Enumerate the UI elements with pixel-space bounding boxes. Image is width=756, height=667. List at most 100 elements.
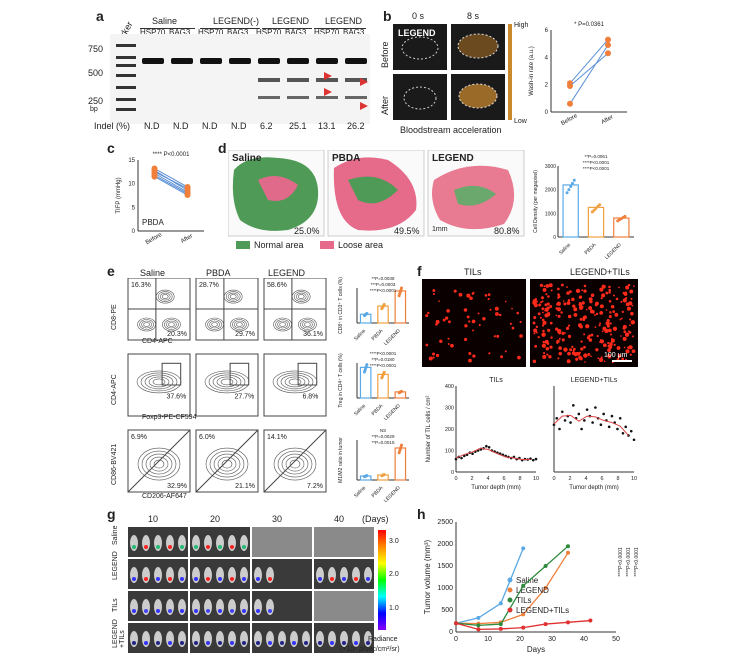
f2-point-17 xyxy=(599,423,603,426)
signal-1-3-3 xyxy=(354,577,358,581)
contour-1-0 xyxy=(211,322,218,327)
signal-1-3-4 xyxy=(366,577,370,581)
d-pct-legend: 80.8% xyxy=(494,226,520,236)
til-dot-r-114 xyxy=(601,330,604,333)
signal-0-0-1 xyxy=(144,545,148,549)
xtick-1: PBDA xyxy=(371,485,385,499)
f2-point-11 xyxy=(583,419,586,422)
series-2-point-1 xyxy=(476,623,481,628)
f1-ytick-2: 200 xyxy=(445,427,454,433)
f-scale: 100 μm xyxy=(604,352,628,359)
til-dot-l-43 xyxy=(438,300,440,302)
g-scale-unit: (×10⁸ p/sec/cm²/sr) xyxy=(340,646,400,653)
til-dot-l-54 xyxy=(435,353,440,358)
til-dot-l-9 xyxy=(442,318,446,322)
pair-line-4 xyxy=(154,176,188,196)
til-dot-l-45 xyxy=(435,323,438,326)
marker-band-2 xyxy=(116,64,136,67)
f1-point-11 xyxy=(485,444,488,448)
signal-3-3-2 xyxy=(342,641,346,645)
til-dot-r-47 xyxy=(599,322,602,325)
series-2-point-5 xyxy=(566,544,570,549)
til-dot-r-214 xyxy=(613,343,616,346)
til-dot-l-28 xyxy=(445,316,449,320)
til-dot-r-167 xyxy=(583,345,586,349)
signal-3-2-4 xyxy=(304,641,308,645)
annotation-1: ***P=0.0003 xyxy=(371,282,396,287)
til-dot-l-12 xyxy=(477,312,480,315)
til-dot-r-200 xyxy=(597,357,600,360)
til-dot-r-221 xyxy=(583,284,587,288)
til-dot-l-0 xyxy=(472,329,475,332)
d-pct-saline: 25.0% xyxy=(294,226,320,236)
g-day-2: 30 xyxy=(272,514,283,524)
pair-line-5 xyxy=(154,171,188,189)
contour-1-2 xyxy=(207,319,222,330)
xtick-0: Saline xyxy=(353,328,367,342)
f-img-right-title: LEGEND+TILs xyxy=(570,267,630,277)
contour-1-1 xyxy=(141,320,152,329)
panel-letter-a: a xyxy=(96,8,104,24)
g-tick-1: 1.0 xyxy=(389,605,399,612)
til-dot-r-230 xyxy=(543,285,546,288)
til-dot-l-41 xyxy=(471,292,475,295)
cut-band-a-4 xyxy=(258,78,280,82)
e-xaxis-1: CD4-APC xyxy=(142,338,173,345)
e-yaxis-3: CD86-BV421 xyxy=(111,443,118,485)
til-dot-r-191 xyxy=(599,287,604,292)
til-dot-l-15 xyxy=(509,322,512,325)
til-dot-r-4 xyxy=(537,312,541,316)
xtick-1: PBDA xyxy=(371,328,385,342)
legend-swatch-normal xyxy=(236,241,250,249)
til-dot-l-37 xyxy=(504,300,507,303)
til-dot-r-148 xyxy=(572,304,576,308)
xtick-0: Before xyxy=(560,113,579,127)
til-dot-r-173 xyxy=(549,321,553,325)
til-dot-r-158 xyxy=(542,340,545,344)
f2-point-15 xyxy=(594,406,597,409)
legend-marker-1 xyxy=(507,587,513,593)
flow-plot-1-2: 6.8% xyxy=(263,353,327,417)
dot-0-3 xyxy=(570,181,574,185)
signal-1-3-2 xyxy=(342,577,346,581)
ivis-cell-2-3 xyxy=(314,591,374,621)
flow-plot-0-0: 16.3% 20.3% xyxy=(127,278,191,341)
top-label-legend-2: LEGEND xyxy=(325,16,363,26)
til-dot-r-209 xyxy=(574,352,579,356)
til-dot-l-19 xyxy=(464,337,468,341)
til-dot-r-95 xyxy=(633,285,635,287)
marker-band-3 xyxy=(116,74,136,77)
ylabel: M1/M2 ratio in tumor xyxy=(338,437,344,483)
legend-marker-0 xyxy=(507,577,513,583)
til-dot-r-59 xyxy=(557,293,560,296)
til-dot-r-93 xyxy=(620,335,622,337)
ytick-1: 1000 xyxy=(545,211,556,217)
contour-0 xyxy=(288,378,302,386)
til-dot-r-206 xyxy=(542,354,547,359)
contour-0-3 xyxy=(223,289,243,304)
f2-point-28 xyxy=(629,429,633,433)
lane-label-5: BAG3 xyxy=(285,28,307,37)
til-dot-r-179 xyxy=(608,291,611,294)
til-dot-r-169 xyxy=(561,338,565,342)
til-dot-r-106 xyxy=(612,310,616,313)
til-dot-r-5 xyxy=(632,335,635,338)
annotation-1: ****P<0.0001 xyxy=(626,547,632,577)
f1-xtick-3: 6 xyxy=(502,476,505,482)
til-dot-r-176 xyxy=(630,297,633,300)
flow-plot-2-1: 6.0% 21.1% xyxy=(195,429,259,493)
f1-xtick-1: 2 xyxy=(470,476,473,482)
series-0-point-2 xyxy=(498,601,503,606)
contour-2 xyxy=(281,453,309,475)
g-scale-title: Radiance xyxy=(368,636,398,643)
signal-2-0-4 xyxy=(180,609,184,613)
til-dot-r-104 xyxy=(629,353,632,356)
f2-xtick-2: 4 xyxy=(584,476,587,482)
panel-letter-c: c xyxy=(107,140,115,156)
signal-1-0-0 xyxy=(132,577,136,581)
chart-b: 0 2 4 6 Before After * P=0.0361 Wash-in rate (a… xyxy=(529,22,627,127)
til-dot-r-22 xyxy=(566,301,571,305)
til-dot-r-107 xyxy=(556,307,562,312)
til-dot-r-15 xyxy=(557,314,561,318)
